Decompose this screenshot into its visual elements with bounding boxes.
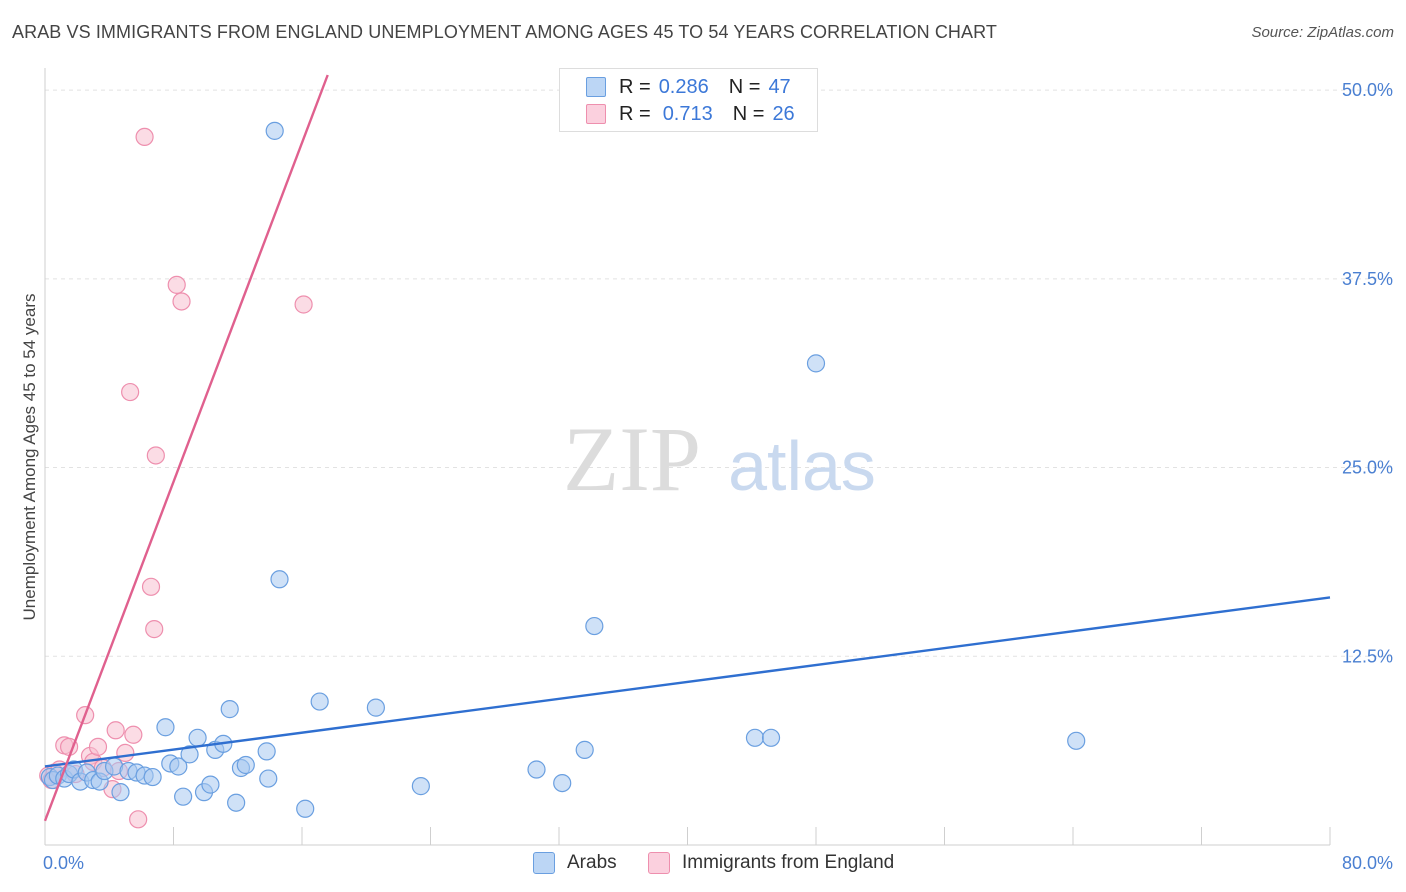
england-point [106,721,125,740]
legend-row-england: R = 0.713 N = 26 [586,102,795,126]
arab-point [259,769,278,788]
arab-point [236,755,255,775]
legend-r-label: R = [619,75,651,98]
watermark: ZIP atlas [563,408,876,510]
legend-r-label: R = [619,102,651,125]
arab-point [527,760,546,779]
arab-point [188,728,207,747]
arab-point [806,354,826,373]
legend-swatch-england [586,104,606,124]
legend-swatch-arabs [586,77,606,97]
arab-point [201,775,220,794]
y-tick-labels: 12.5% 25.0% 37.5% 50.0% [1342,80,1393,666]
x-tick-label: 0.0% [43,853,84,873]
watermark-zip: ZIP [563,408,701,510]
england-label: Immigrants from England [682,852,895,873]
arab-point [265,121,284,140]
england-point [88,737,108,756]
arab-point [310,692,329,711]
arab-point [745,728,765,747]
legend-n-value: 47 [768,75,791,98]
arab-point [1067,731,1086,750]
arab-point [575,740,594,759]
arabs-trend-line [44,596,1331,768]
y-tick-label: 50.0% [1342,80,1393,100]
england-point [129,810,148,829]
arab-point [553,773,572,793]
arab-point [156,718,175,737]
legend-r-value: 0.713 [662,102,713,125]
y-tick-label: 12.5% [1342,646,1393,666]
legend-r-value: 0.286 [658,75,709,98]
legend-n-value: 26 [772,102,795,125]
arab-point [585,616,604,636]
arab-point [257,742,276,761]
arabs-label: Arabs [567,852,617,873]
y-axis-label: Unemployment Among Ages 45 to 54 years [20,294,39,621]
arab-point [270,570,289,589]
watermark-atlas: atlas [728,427,876,505]
arab-point [227,793,246,812]
arabs-swatch [533,852,555,874]
y-tick-label: 25.0% [1342,458,1393,478]
arab-point [180,745,199,764]
grid-lines [45,89,1392,657]
arab-points [40,121,1086,818]
series-legend-arabs: Arabs [533,852,617,874]
arab-point [366,698,385,717]
england-point [141,577,161,596]
england-swatch [648,852,670,874]
axes [44,68,1331,846]
england-point [145,619,164,639]
arab-point [761,728,781,747]
england-trend-line [43,74,329,822]
england-point [172,292,191,311]
y-tick-label: 37.5% [1342,269,1393,289]
arab-point [143,767,162,787]
arab-point [220,700,239,719]
x-tick-label: 80.0% [1342,853,1393,873]
trend-lines [43,74,1331,822]
england-point [146,446,165,465]
arab-point [111,783,130,802]
england-point [167,275,186,294]
england-point [116,743,135,763]
legend-n-label: N = [728,75,761,98]
arab-point [174,787,193,806]
source-label: Source: ZipAtlas.com [1251,24,1394,41]
england-point [294,295,313,314]
chart-title: ARAB VS IMMIGRANTS FROM ENGLAND UNEMPLOY… [12,22,998,42]
england-point [124,725,143,744]
series-legend: Arabs Immigrants from England [0,852,1406,878]
correlation-legend: R = 0.286 N = 47 R = 0.713 N = 26 [559,68,818,132]
england-point [135,127,154,147]
x-tick-labels: 0.0% 80.0% [43,853,1393,873]
england-point [121,382,140,402]
arab-point [169,757,188,776]
arab-point [411,777,430,796]
series-legend-england: Immigrants from England [648,852,894,874]
legend-n-label: N = [732,102,765,125]
legend-row-arabs: R = 0.286 N = 47 [586,75,791,99]
arab-point [296,799,315,818]
